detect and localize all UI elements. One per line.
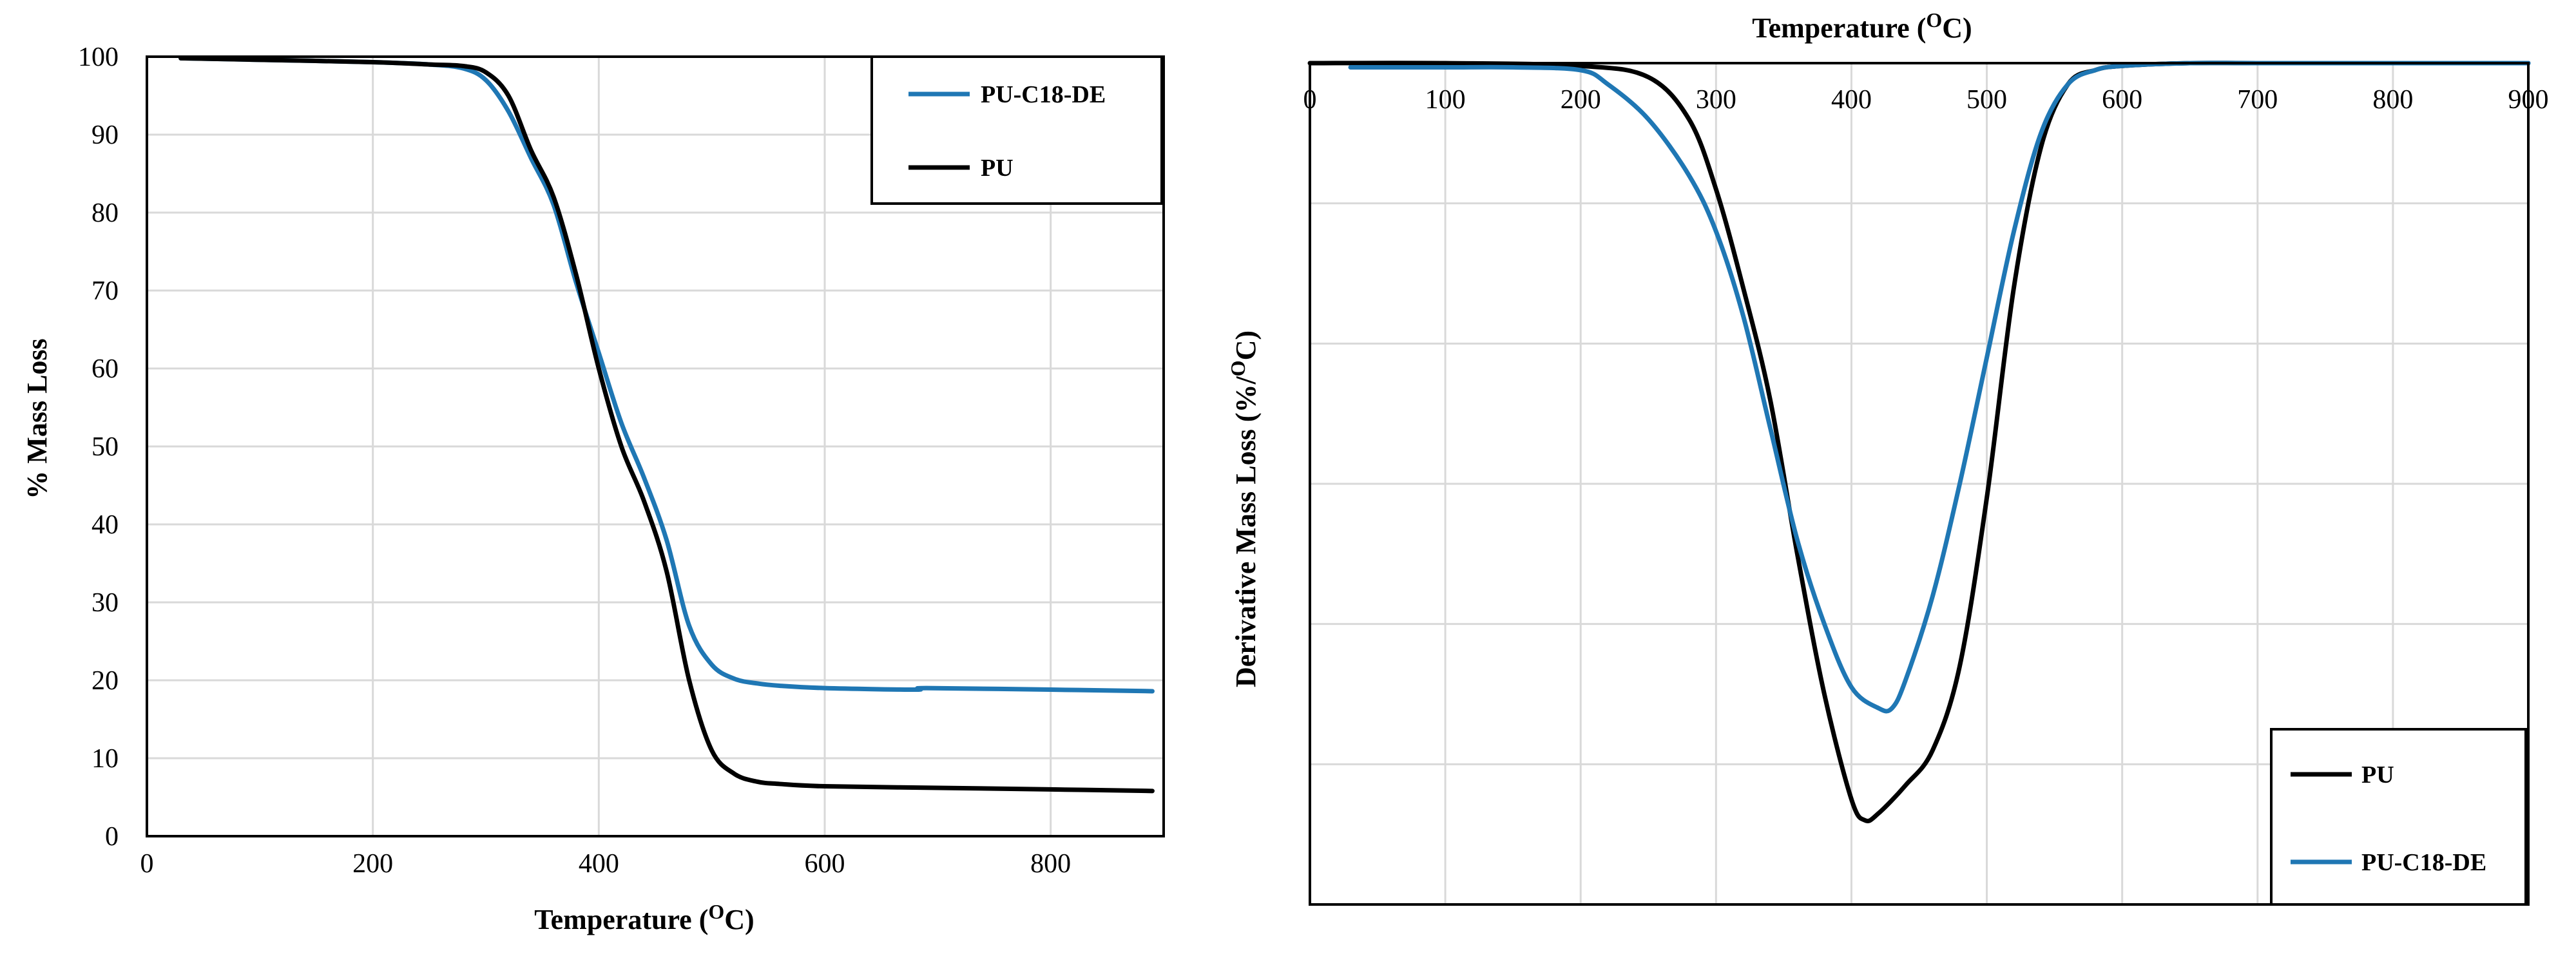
tga-x-tick-label: 400 bbox=[579, 849, 619, 879]
tga-y-tick-label: 0 bbox=[105, 822, 119, 852]
dtg-x-tick-label: 300 bbox=[1696, 85, 1736, 115]
tga-x-tick-label: 600 bbox=[805, 849, 845, 879]
dtg-x-axis-title: Temperature (OC) bbox=[1752, 8, 1972, 44]
tga-y-tick-label: 90 bbox=[91, 120, 119, 150]
tga-y-tick-label: 40 bbox=[91, 510, 119, 540]
tga-y-tick-label: 30 bbox=[91, 588, 119, 618]
dtg-legend-box bbox=[2270, 728, 2527, 906]
dtg-legend-label-pu-c18-de: PU-C18-DE bbox=[2361, 849, 2486, 876]
dtg-y-axis-title: Derivative Mass Loss (%/OC) bbox=[1226, 330, 1262, 687]
dtg-x-tick-label: 600 bbox=[2102, 85, 2142, 115]
tga-x-axis-title-main: Temperature ( bbox=[534, 904, 708, 935]
tga-y-tick-label: 50 bbox=[91, 432, 119, 462]
dtg-chart: 0 100 200 300 400 500 600 700 800 900 Temperature… bbox=[1226, 8, 2549, 906]
tga-y-tick-label: 80 bbox=[91, 198, 119, 228]
dtg-x-tick-label: 400 bbox=[1831, 85, 1872, 115]
tga-x-axis-title-sup: O bbox=[708, 900, 724, 923]
dtg-y-axis-title-main: Derivative Mass Loss (%/ bbox=[1230, 376, 1262, 687]
tga-y-ticks: 0 10 20 30 40 50 60 70 80 90 100 bbox=[78, 43, 119, 852]
dtg-y-axis-title-end: C) bbox=[1230, 330, 1262, 360]
dtg-y-axis-title-sup: O bbox=[1226, 360, 1249, 376]
dtg-x-tick-label: 100 bbox=[1425, 85, 1466, 115]
dtg-x-ticks: 0 100 200 300 400 500 600 700 800 900 bbox=[1303, 85, 2549, 115]
tga-legend-label-pu: PU bbox=[981, 155, 1014, 182]
tga-y-tick-label: 20 bbox=[91, 666, 119, 696]
tga-legend-label-pu-c18-de: PU-C18-DE bbox=[981, 81, 1106, 108]
tga-x-ticks: 0 200 400 600 800 bbox=[140, 849, 1072, 879]
dtg-x-tick-label: 800 bbox=[2372, 85, 2413, 115]
dtg-series-pu-c18-de bbox=[1348, 61, 2531, 714]
dtg-x-axis-title-sup: O bbox=[1926, 8, 1942, 32]
dtg-series bbox=[1307, 61, 2531, 823]
tga-y-tick-label: 60 bbox=[91, 354, 119, 384]
tga-y-axis-title: % Mass Loss bbox=[21, 338, 53, 499]
dtg-x-axis-title-main: Temperature ( bbox=[1752, 12, 1926, 44]
dtg-x-tick-label: 200 bbox=[1561, 85, 1601, 115]
tga-x-tick-label: 800 bbox=[1030, 849, 1071, 879]
dtg-x-tick-label: 500 bbox=[1966, 85, 2007, 115]
tga-y-tick-label: 70 bbox=[91, 276, 119, 306]
tga-x-axis-title-end: C) bbox=[724, 904, 754, 935]
tga-legend: PU-C18-DE PU bbox=[870, 55, 1163, 205]
tga-x-tick-label: 200 bbox=[352, 849, 393, 879]
tga-plot-frame bbox=[146, 55, 1165, 837]
tga-y-tick-label: 10 bbox=[91, 744, 119, 774]
tga-chart: 0 10 20 30 40 50 60 70 80 90 100 0 200 400 600 800 % M… bbox=[21, 43, 1165, 935]
dtg-legend-label-pu: PU bbox=[2361, 761, 2394, 789]
dtg-x-axis-title-end: C) bbox=[1942, 12, 1972, 44]
tga-series-pu bbox=[178, 55, 1155, 794]
dtg-legend: PU PU-C18-DE bbox=[2270, 728, 2527, 906]
dtg-series-pu bbox=[1307, 61, 2531, 823]
tga-y-tick-label: 100 bbox=[78, 43, 119, 72]
tga-series bbox=[178, 55, 1155, 794]
tga-x-tick-label: 0 bbox=[140, 849, 154, 879]
tga-x-axis-title: Temperature (OC) bbox=[534, 900, 754, 935]
dtg-x-tick-label: 700 bbox=[2237, 85, 2278, 115]
tga-legend-box bbox=[870, 55, 1163, 205]
dtg-plot-frame bbox=[1309, 62, 2530, 906]
